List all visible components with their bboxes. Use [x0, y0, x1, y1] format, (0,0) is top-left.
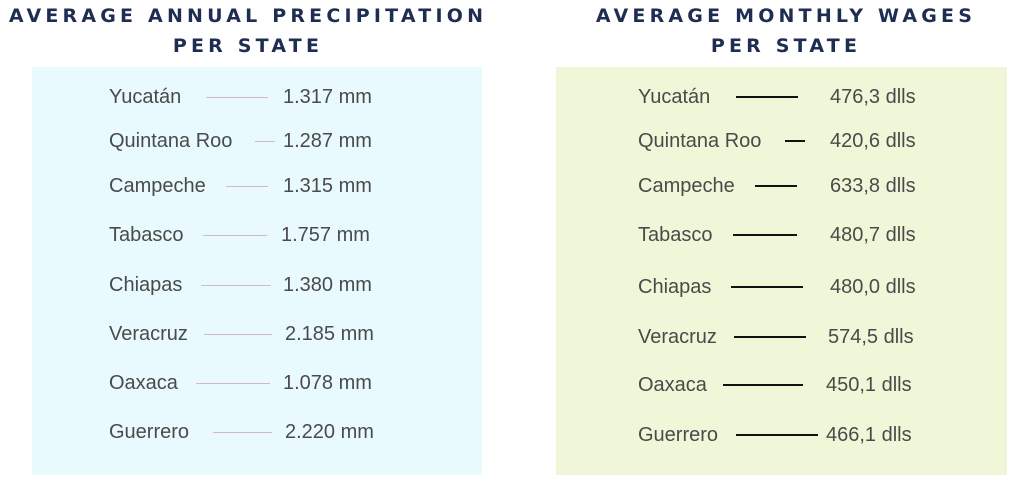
wage-value: 480,0 dlls	[830, 276, 916, 298]
precipitation-title-line2: PER STATE	[172, 35, 324, 57]
wage-value: 420,6 dlls	[830, 130, 916, 152]
connector-line	[203, 235, 267, 236]
state-name: Tabasco	[109, 224, 184, 246]
wages-title-line2: PER STATE	[710, 35, 862, 57]
state-name: Campeche	[638, 175, 735, 197]
connector-line	[736, 96, 798, 98]
state-name: Guerrero	[109, 421, 190, 443]
state-name: Quintana Roo	[109, 130, 233, 152]
state-name: Quintana Roo	[638, 130, 762, 152]
wage-value: 476,3 dlls	[830, 86, 916, 108]
state-name: Veracruz	[638, 326, 717, 348]
wage-value: 574,5 dlls	[828, 326, 914, 348]
connector-line	[255, 141, 275, 142]
state-name: Veracruz	[109, 323, 188, 345]
wages-panel: Yucatán 476,3 dlls Quintana Roo 420,6 dl…	[556, 67, 1007, 475]
connector-line	[204, 334, 272, 335]
precipitation-title-line1: AVERAGE ANNUAL PRECIPITATION	[8, 5, 488, 27]
state-name: Yucatán	[638, 86, 711, 108]
precipitation-value: 1.317 mm	[283, 86, 372, 108]
connector-line	[196, 383, 270, 384]
connector-line	[213, 432, 272, 433]
wage-value: 466,1 dlls	[826, 424, 912, 446]
wage-value: 450,1 dlls	[826, 374, 912, 396]
wage-value: 633,8 dlls	[830, 175, 916, 197]
precipitation-panel: Yucatán 1.317 mm Quintana Roo 1.287 mm C…	[32, 67, 482, 475]
precipitation-value: 1.315 mm	[283, 175, 372, 197]
state-name: Chiapas	[109, 274, 183, 296]
connector-line	[733, 234, 797, 236]
state-name: Campeche	[109, 175, 206, 197]
state-name: Tabasco	[638, 224, 713, 246]
connector-line	[734, 336, 806, 338]
connector-line	[736, 434, 818, 436]
precipitation-value: 1.380 mm	[283, 274, 372, 296]
state-name: Chiapas	[638, 276, 712, 298]
state-name: Guerrero	[638, 424, 719, 446]
precipitation-value: 1.078 mm	[283, 372, 372, 394]
connector-line	[206, 97, 268, 98]
connector-line	[755, 185, 797, 187]
state-name: Yucatán	[109, 86, 182, 108]
connector-line	[201, 285, 271, 286]
connector-line	[723, 384, 803, 386]
wages-title-line1: AVERAGE MONTHLY WAGES	[595, 5, 977, 27]
connector-line	[731, 286, 803, 288]
state-name: Oaxaca	[638, 374, 707, 396]
state-name: Oaxaca	[109, 372, 178, 394]
connector-line	[785, 140, 805, 142]
wage-value: 480,7 dlls	[830, 224, 916, 246]
precipitation-value: 2.220 mm	[285, 421, 374, 443]
precipitation-value: 1.757 mm	[281, 224, 370, 246]
precipitation-value: 2.185 mm	[285, 323, 374, 345]
connector-line	[226, 186, 268, 187]
precipitation-value: 1.287 mm	[283, 130, 372, 152]
